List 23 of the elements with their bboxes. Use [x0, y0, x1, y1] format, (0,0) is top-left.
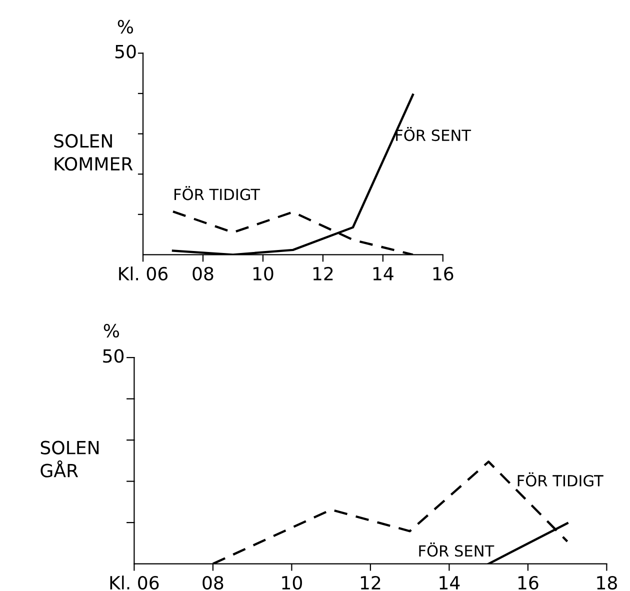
x-tick-label: 14	[373, 267, 394, 280]
series-label: FÖR SENT	[419, 542, 494, 557]
x-tick-label: 10	[282, 576, 302, 590]
series-label: FÖR SENT	[396, 126, 472, 142]
text: 50	[115, 44, 136, 58]
x-tick-label: 12	[360, 576, 380, 590]
y-axis-title: %	[118, 20, 134, 34]
x-tick-label: 10	[253, 266, 274, 281]
x-tick-label: 12	[313, 266, 333, 280]
text: 50	[103, 349, 124, 363]
y-axis-title: %	[104, 324, 120, 338]
x-tick-label: 08	[192, 266, 214, 281]
series-label: FÖR TIDIGT	[174, 186, 260, 200]
x-tick-label: 16	[433, 266, 454, 281]
chart-title: SOLEN GÅR	[40, 440, 99, 478]
x-tick-label: 18	[597, 576, 617, 590]
x-tick-label: Kl. 06	[119, 266, 168, 281]
x-tick-label: 16	[518, 576, 538, 590]
x-tick-label: 08	[202, 576, 224, 590]
text: SOLEN KOMMER	[54, 134, 133, 171]
x-tick-label: 14	[440, 576, 460, 590]
series-label: FÖR TIDIGT	[518, 472, 604, 487]
x-tick-label: Kl. 06	[110, 576, 159, 590]
